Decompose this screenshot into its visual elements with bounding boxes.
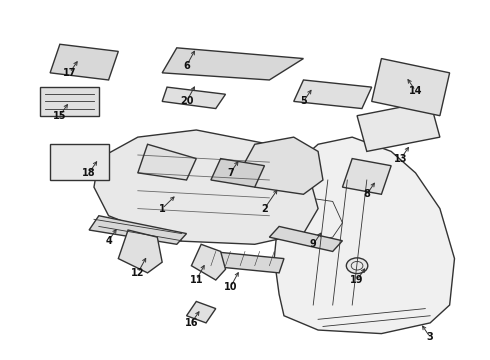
Text: 6: 6: [183, 61, 190, 71]
Text: 2: 2: [261, 203, 268, 213]
Text: 15: 15: [53, 111, 67, 121]
Polygon shape: [162, 87, 225, 109]
Polygon shape: [211, 158, 265, 187]
Text: 3: 3: [427, 332, 434, 342]
Text: 7: 7: [227, 168, 234, 178]
Polygon shape: [162, 48, 303, 80]
Text: 20: 20: [180, 96, 193, 107]
Polygon shape: [50, 44, 118, 80]
Polygon shape: [245, 137, 323, 194]
Polygon shape: [50, 144, 109, 180]
Polygon shape: [40, 87, 99, 116]
Text: 1: 1: [159, 203, 166, 213]
Text: 10: 10: [223, 282, 237, 292]
Polygon shape: [343, 158, 391, 194]
Text: 17: 17: [63, 68, 76, 78]
Text: 16: 16: [185, 318, 198, 328]
Text: 14: 14: [409, 86, 422, 96]
Polygon shape: [372, 59, 450, 116]
Text: 13: 13: [394, 154, 408, 163]
Polygon shape: [94, 130, 318, 244]
Polygon shape: [187, 301, 216, 323]
Text: 4: 4: [105, 236, 112, 246]
Text: 11: 11: [190, 275, 203, 285]
Circle shape: [346, 258, 368, 274]
Polygon shape: [274, 137, 455, 334]
Polygon shape: [270, 226, 343, 251]
Text: 9: 9: [310, 239, 317, 249]
Polygon shape: [138, 144, 196, 180]
Polygon shape: [89, 216, 187, 244]
Polygon shape: [357, 102, 440, 152]
Text: 18: 18: [82, 168, 96, 178]
Polygon shape: [118, 230, 162, 273]
Text: 12: 12: [131, 268, 145, 278]
Text: 19: 19: [350, 275, 364, 285]
Polygon shape: [206, 251, 284, 273]
Polygon shape: [294, 80, 372, 109]
Polygon shape: [192, 244, 225, 280]
Text: 8: 8: [364, 189, 370, 199]
Text: 5: 5: [300, 96, 307, 107]
